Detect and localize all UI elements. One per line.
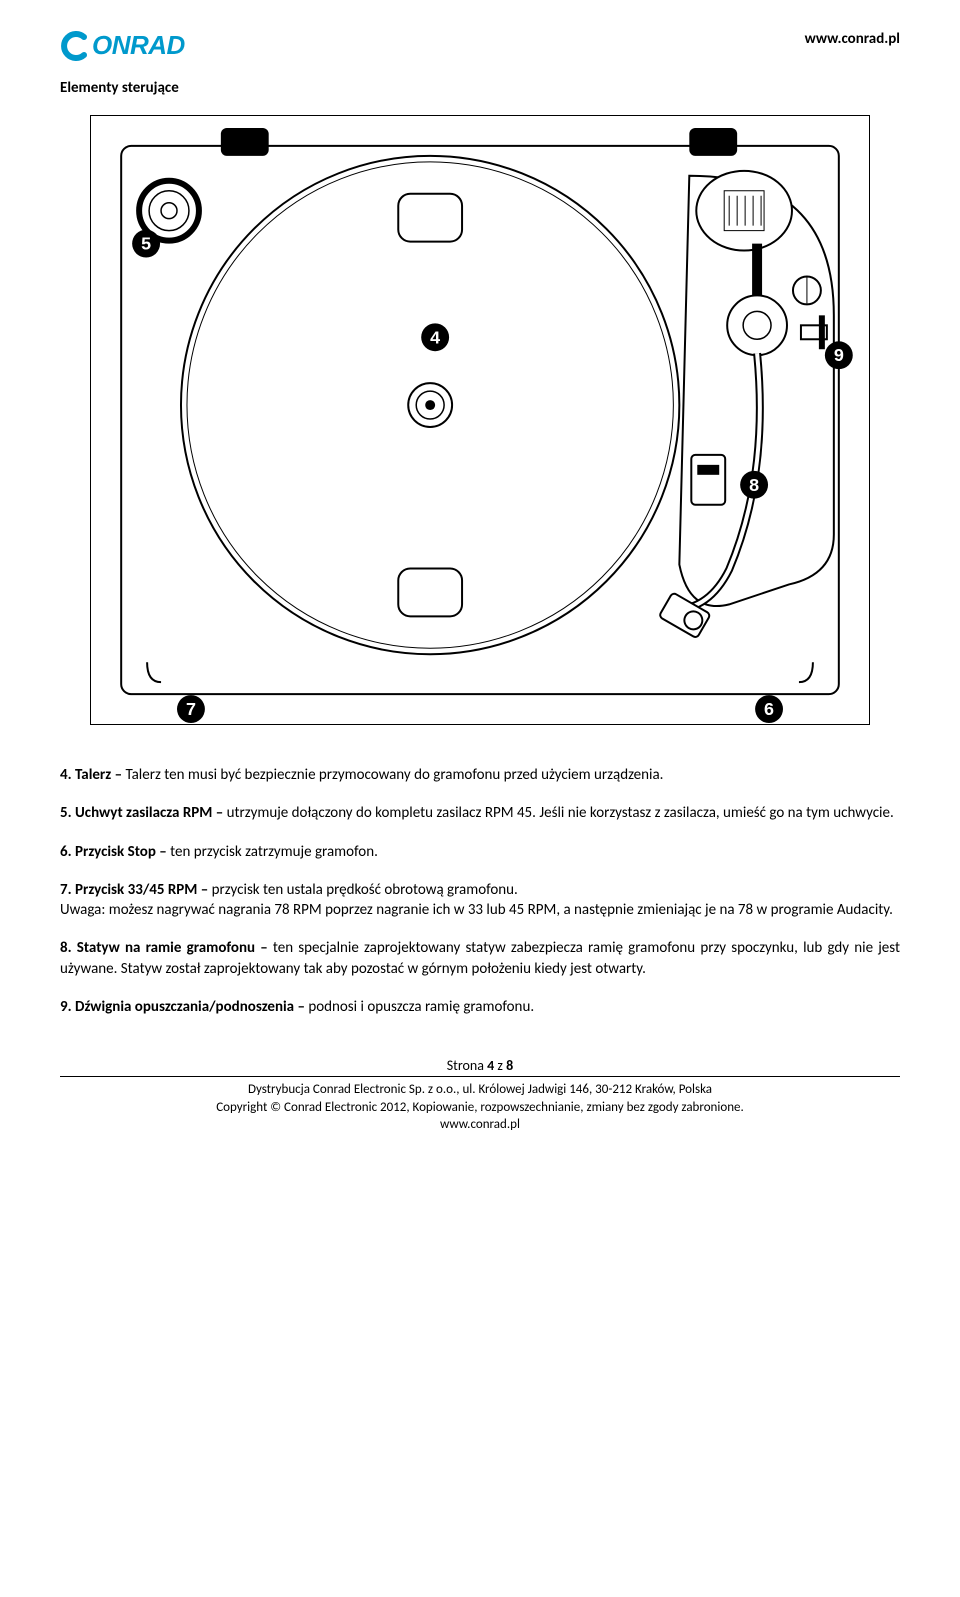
p6-bold: 6. Przycisk Stop – <box>60 843 170 861</box>
footer-line-1: Dystrybucja Conrad Electronic Sp. z o.o.… <box>60 1081 900 1099</box>
logo: ONRAD <box>60 30 185 61</box>
callout-5: 5 <box>141 234 151 254</box>
page-pre: Strona <box>447 1057 487 1074</box>
footer: Dystrybucja Conrad Electronic Sp. z o.o.… <box>60 1076 900 1134</box>
footer-line-3: www.conrad.pl <box>60 1116 900 1134</box>
p6-text: ten przycisk zatrzymuje gramofon. <box>170 843 378 861</box>
body-text: 4. Talerz – Talerz ten musi być bezpiecz… <box>60 765 900 1017</box>
p5-bold: 5. Uchwyt zasilacza RPM – <box>60 804 227 822</box>
p8-bold: 8. Statyw na ramie gramofonu – <box>60 939 273 957</box>
p4-text: Talerz ten musi być bezpiecznie przymoco… <box>125 766 663 784</box>
page-header: ONRAD www.conrad.pl <box>60 30 900 61</box>
page-total: 8 <box>506 1057 513 1074</box>
turntable-diagram: 4 5 6 7 8 9 <box>90 115 870 725</box>
logo-c-icon <box>60 31 90 61</box>
section-title: Elementy sterujące <box>60 79 900 97</box>
p7-note: Uwaga: możesz nagrywać nagrania 78 RPM p… <box>60 901 893 919</box>
p7-bold: 7. Przycisk 33/45 RPM – <box>60 881 212 899</box>
callout-9: 9 <box>834 345 844 365</box>
footer-line-2: Copyright © Conrad Electronic 2012, Kopi… <box>60 1099 900 1117</box>
callout-4: 4 <box>430 327 440 347</box>
paragraph-7: 7. Przycisk 33/45 RPM – przycisk ten ust… <box>60 880 900 921</box>
callout-8: 8 <box>749 475 759 495</box>
paragraph-6: 6. Przycisk Stop – ten przycisk zatrzymu… <box>60 842 900 862</box>
callout-7: 7 <box>186 699 196 719</box>
p9-text: podnosi i opuszcza ramię gramofonu. <box>308 998 534 1016</box>
header-url: www.conrad.pl <box>805 30 900 48</box>
page-number: Strona 4 z 8 <box>60 1057 900 1074</box>
page-mid: z <box>494 1057 506 1074</box>
paragraph-8: 8. Statyw na ramie gramofonu – ten specj… <box>60 938 900 979</box>
paragraph-5: 5. Uchwyt zasilacza RPM – utrzymuje dołą… <box>60 803 900 823</box>
p7-text: przycisk ten ustala prędkość obrotową gr… <box>212 881 518 899</box>
p4-bold: 4. Talerz – <box>60 766 125 784</box>
logo-text: ONRAD <box>92 30 185 61</box>
paragraph-4: 4. Talerz – Talerz ten musi być bezpiecz… <box>60 765 900 785</box>
diagram-container: 4 5 6 7 8 9 <box>60 115 900 725</box>
paragraph-9: 9. Dźwignia opuszczania/podnoszenia – po… <box>60 997 900 1017</box>
p5-text: utrzymuje dołączony do kompletu zasilacz… <box>227 804 894 822</box>
callout-6: 6 <box>764 699 774 719</box>
p9-bold: 9. Dźwignia opuszczania/podnoszenia – <box>60 998 308 1016</box>
